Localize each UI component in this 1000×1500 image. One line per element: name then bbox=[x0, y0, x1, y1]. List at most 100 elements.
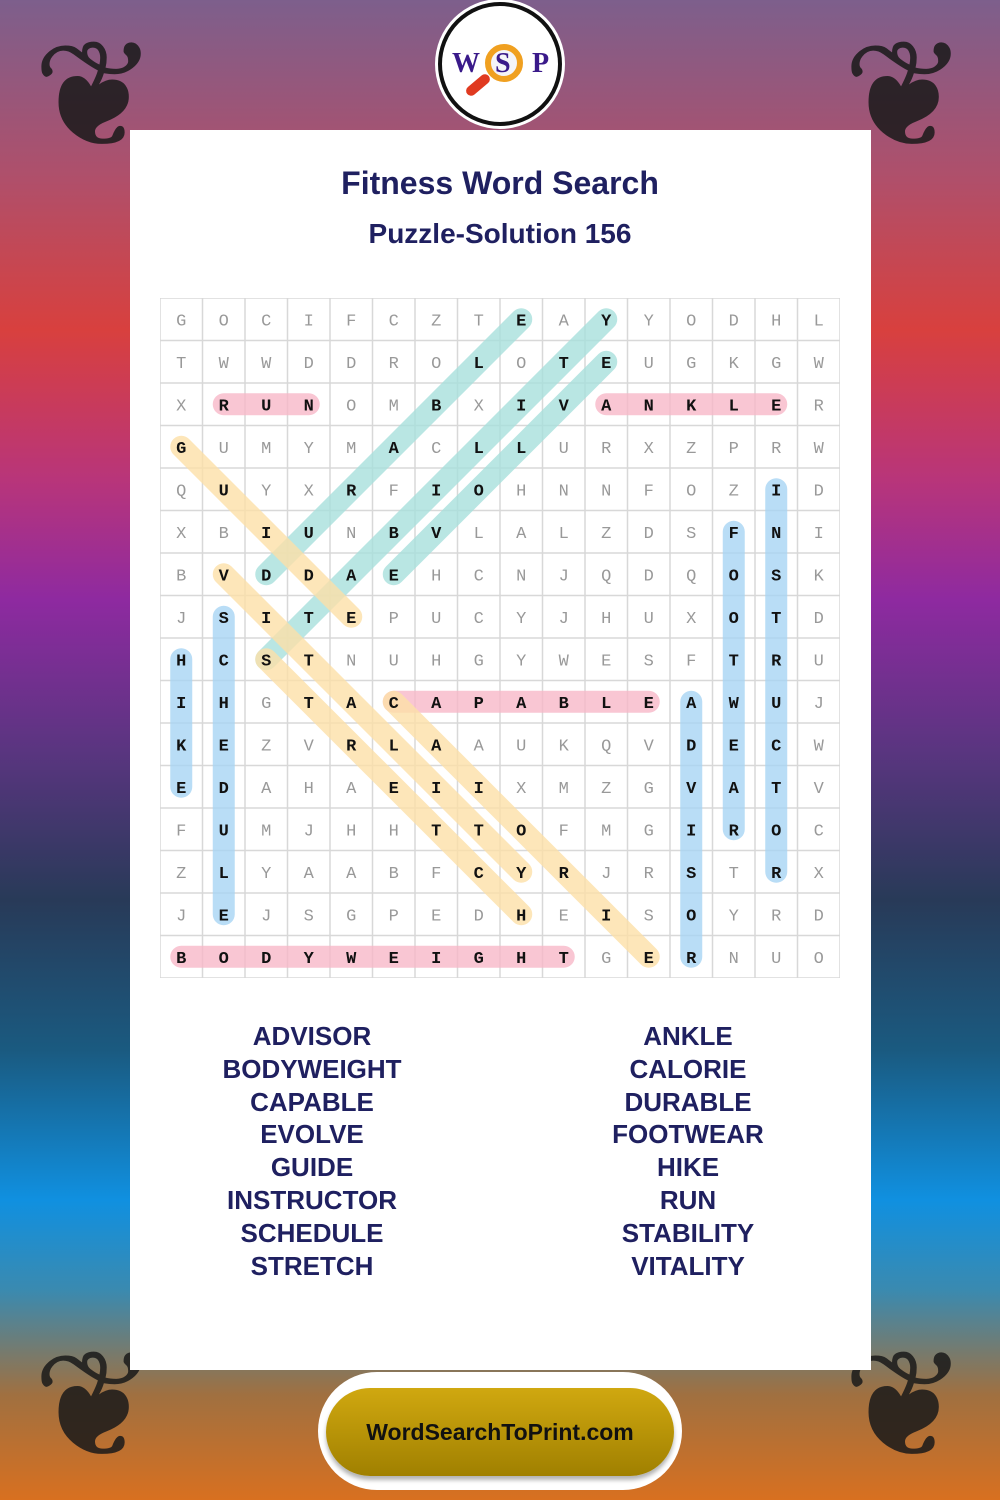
grid-letter: H bbox=[219, 695, 229, 714]
grid-letter: Z bbox=[261, 737, 271, 756]
grid-letter: R bbox=[771, 652, 782, 671]
grid-letter: O bbox=[814, 950, 824, 969]
grid-letter: B bbox=[176, 950, 186, 969]
grid-letter: G bbox=[474, 950, 484, 969]
grid-letter: C bbox=[474, 865, 484, 884]
grid-letter: C bbox=[814, 822, 824, 841]
grid-letter: H bbox=[176, 652, 186, 671]
grid-letter: S bbox=[644, 652, 654, 671]
grid-letter: R bbox=[771, 440, 781, 459]
grid-letter: Z bbox=[176, 865, 186, 884]
grid-letter: E bbox=[219, 737, 229, 756]
grid-letter: W bbox=[814, 355, 825, 374]
grid-letter: B bbox=[219, 525, 229, 544]
grid-letter: C bbox=[389, 312, 399, 331]
grid-letter: S bbox=[686, 865, 696, 884]
grid-letter: O bbox=[686, 482, 696, 501]
grid-letter: Z bbox=[729, 482, 739, 501]
grid-letter: A bbox=[431, 695, 442, 714]
grid-letter: L bbox=[474, 355, 484, 374]
grid-letter: B bbox=[431, 397, 441, 416]
grid-letter: E bbox=[389, 567, 399, 586]
grid-letter: U bbox=[389, 652, 399, 671]
grid-letter: C bbox=[261, 312, 271, 331]
grid-letter: F bbox=[346, 312, 356, 331]
word-list-item: VITALITY bbox=[631, 1250, 745, 1281]
solution-highlight-durable bbox=[255, 308, 533, 586]
grid-letter: O bbox=[729, 610, 739, 629]
grid-letter: S bbox=[304, 907, 314, 926]
grid-letter: V bbox=[304, 737, 315, 756]
grid-letter: Y bbox=[261, 865, 271, 884]
grid-letter: A bbox=[601, 397, 612, 416]
grid-letter: A bbox=[729, 780, 740, 799]
word-list-item: CALORIE bbox=[629, 1053, 747, 1084]
grid-letter: O bbox=[686, 907, 696, 926]
grid-letter: C bbox=[389, 695, 399, 714]
grid-letter: H bbox=[771, 312, 781, 331]
grid-letter: G bbox=[474, 652, 484, 671]
grid-letter: L bbox=[219, 865, 229, 884]
grid-letter: D bbox=[346, 355, 356, 374]
grid-letter: D bbox=[304, 355, 314, 374]
grid-letter: T bbox=[771, 610, 781, 629]
grid-letter: D bbox=[814, 907, 824, 926]
word-list-item: SCHEDULE bbox=[240, 1217, 384, 1248]
grid-letter: N bbox=[729, 950, 739, 969]
grid-letter: T bbox=[559, 355, 569, 374]
grid-letter: M bbox=[346, 440, 356, 459]
grid-letter: U bbox=[219, 482, 229, 501]
grid-letter: Q bbox=[601, 567, 611, 586]
grid-letter: D bbox=[814, 482, 824, 501]
grid-letter: M bbox=[601, 822, 611, 841]
word-list-item: ADVISOR bbox=[252, 1021, 372, 1051]
grid-letter: J bbox=[176, 610, 186, 629]
grid-letter: X bbox=[644, 440, 654, 459]
grid-letter: M bbox=[261, 440, 271, 459]
grid-letter: B bbox=[389, 525, 399, 544]
grid-letter: O bbox=[686, 312, 696, 331]
grid-letter: S bbox=[261, 652, 271, 671]
grid-letter: L bbox=[389, 737, 399, 756]
grid-letter: O bbox=[474, 482, 484, 501]
word-list-item: DURABLE bbox=[624, 1086, 752, 1117]
grid-letter: Y bbox=[304, 950, 315, 969]
grid-letter: I bbox=[261, 525, 271, 544]
grid-letter: Z bbox=[686, 440, 696, 459]
grid-letter: Q bbox=[601, 737, 611, 756]
grid-letter: E bbox=[431, 907, 441, 926]
grid-letter: F bbox=[431, 865, 441, 884]
grid-letter: T bbox=[474, 312, 484, 331]
logo-letter-p: P bbox=[532, 48, 550, 79]
grid-letter: H bbox=[516, 907, 526, 926]
grid-letter: Z bbox=[601, 525, 611, 544]
grid-letter: F bbox=[559, 822, 569, 841]
grid-letter: L bbox=[559, 525, 569, 544]
grid-letter: L bbox=[474, 440, 484, 459]
grid-letter: N bbox=[601, 482, 611, 501]
grid-letter: O bbox=[346, 397, 356, 416]
grid-letter: A bbox=[559, 312, 570, 331]
grid-letter: W bbox=[814, 440, 825, 459]
grid-letter: U bbox=[219, 440, 229, 459]
grid-letter: U bbox=[771, 950, 781, 969]
grid-letter: W bbox=[559, 652, 570, 671]
grid-letter: E bbox=[219, 907, 229, 926]
grid-letter: E bbox=[389, 950, 399, 969]
grid-letter: U bbox=[219, 822, 229, 841]
logo-letter-s: S bbox=[495, 48, 511, 79]
grid-letter: N bbox=[559, 482, 569, 501]
grid-letter: U bbox=[516, 737, 526, 756]
grid-letter: Y bbox=[516, 652, 526, 671]
grid-letter: L bbox=[601, 695, 611, 714]
website-link[interactable]: WordSearchToPrint.com bbox=[326, 1388, 674, 1476]
grid-letter: N bbox=[304, 397, 314, 416]
grid-letter: V bbox=[686, 780, 697, 799]
grid-letter: J bbox=[559, 610, 569, 629]
grid-letter: B bbox=[559, 695, 569, 714]
grid-letter: J bbox=[559, 567, 569, 586]
grid-letter: W bbox=[219, 355, 230, 374]
grid-letter: K bbox=[814, 567, 825, 586]
grid-letter: Q bbox=[686, 567, 696, 586]
word-list-left: ADVISOR BODYWEIGHT CAPABLE EVOLVE GUIDE INSTR… bbox=[162, 1020, 462, 1282]
